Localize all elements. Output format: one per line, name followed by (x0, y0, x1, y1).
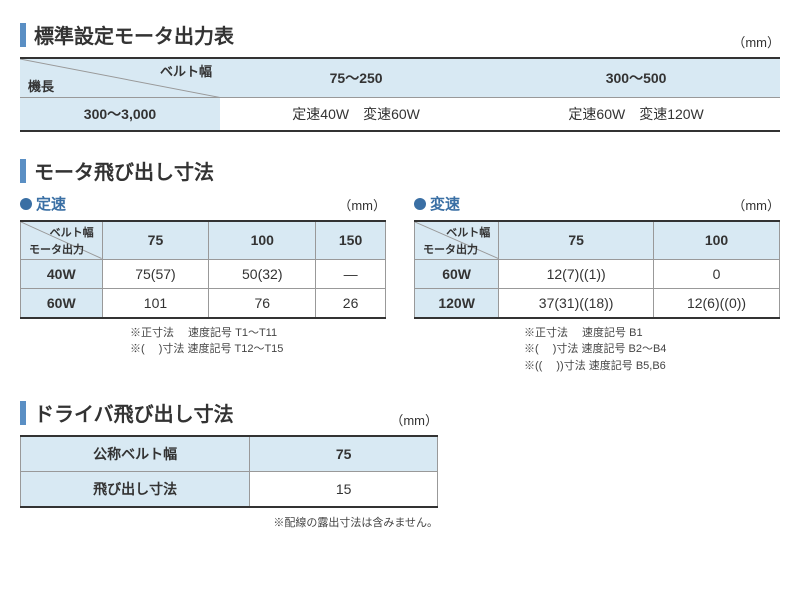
note-line: ※正寸法 速度記号 T1～T11 (130, 325, 386, 342)
driver-protrusion-table: 公称ベルト幅 75 飛び出し寸法 15 (20, 435, 438, 508)
col-header: 75 (102, 221, 209, 259)
cell: 15 (250, 471, 438, 507)
dot-icon (20, 198, 32, 210)
title-bar-icon (20, 23, 26, 47)
subtitle: 変速 (414, 193, 460, 214)
cell: 37(31)((18)) (499, 288, 654, 318)
row-label: 60W (21, 288, 103, 318)
unit-label: （mm） (338, 195, 386, 214)
section-title: 標準設定モータ出力表 (20, 20, 234, 49)
diag-bottom-label: 機長 (28, 76, 54, 95)
row-label: 公称ベルト幅 (21, 436, 250, 472)
section-driver-protrusion: ドライバ飛び出し寸法 （mm） 公称ベルト幅 75 飛び出し寸法 15 ※配線の… (20, 398, 438, 530)
sub-header: 定速 （mm） (20, 193, 386, 218)
motor-output-table: ベルト幅 機長 75～250 300～500 300～3,000 定速40W 変… (20, 57, 780, 133)
diag-bottom-label: モータ出力 (29, 241, 84, 257)
cell: 12(7)((1)) (499, 259, 654, 288)
cell: 定速60W 変速120W (492, 98, 780, 132)
subtitle: 定速 (20, 193, 66, 214)
diag-top-label: ベルト幅 (446, 224, 490, 240)
title-bar-icon (20, 159, 26, 183)
note-line: ※(( ))寸法 速度記号 B5,B6 (524, 358, 780, 375)
cell: 50(32) (209, 259, 316, 288)
row-label: 飛び出し寸法 (21, 471, 250, 507)
section-title: ドライバ飛び出し寸法 (20, 398, 234, 427)
section-motor-output: 標準設定モータ出力表 （mm） ベルト幅 機長 75～250 300～500 3… (20, 20, 780, 132)
cell: 75 (250, 436, 438, 472)
sub-header: 変速 （mm） (414, 193, 780, 218)
col-header: 100 (209, 221, 316, 259)
diagonal-header: ベルト幅 モータ出力 (21, 221, 103, 259)
row-label: 60W (415, 259, 499, 288)
col-header: 300～500 (492, 58, 780, 98)
cell: 12(6)((0)) (654, 288, 780, 318)
fixed-speed-table: ベルト幅 モータ出力 75 100 150 40W 75(57) 50(32) … (20, 220, 386, 319)
note-line: ※( )寸法 速度記号 T12～T15 (130, 341, 386, 358)
diagonal-header: ベルト幅 機長 (20, 58, 220, 98)
row-label: 300～3,000 (20, 98, 220, 132)
notes: ※正寸法 速度記号 B1 ※( )寸法 速度記号 B2～B4 ※(( ))寸法 … (414, 325, 780, 375)
section-title: モータ飛び出し寸法 (20, 156, 780, 185)
col-header: 75～250 (220, 58, 492, 98)
diag-top-label: ベルト幅 (160, 61, 212, 80)
unit-label: （mm） (732, 32, 780, 51)
note: ※配線の露出寸法は含みません。 (20, 514, 438, 530)
diag-bottom-label: モータ出力 (423, 241, 478, 257)
cell: 75(57) (102, 259, 209, 288)
title-bar-icon (20, 401, 26, 425)
cell: 101 (102, 288, 209, 318)
notes: ※正寸法 速度記号 T1～T11 ※( )寸法 速度記号 T12～T15 (20, 325, 386, 358)
section-header: 標準設定モータ出力表 （mm） (20, 20, 780, 51)
note-line: ※( )寸法 速度記号 B2～B4 (524, 341, 780, 358)
note-line: ※正寸法 速度記号 B1 (524, 325, 780, 342)
title-text: ドライバ飛び出し寸法 (34, 398, 234, 427)
diagonal-header: ベルト幅 モータ出力 (415, 221, 499, 259)
cell: — (316, 259, 386, 288)
section-motor-protrusion: モータ飛び出し寸法 定速 （mm） ベルト幅 モータ出力 75 (20, 156, 780, 374)
table-pair: 定速 （mm） ベルト幅 モータ出力 75 100 150 40W (20, 193, 780, 374)
cell: 定速40W 変速60W (220, 98, 492, 132)
unit-label: （mm） (390, 410, 438, 429)
col-header: 150 (316, 221, 386, 259)
title-text: モータ飛び出し寸法 (34, 156, 214, 185)
col-header: 75 (499, 221, 654, 259)
subtitle-text: 定速 (36, 193, 66, 214)
unit-label: （mm） (732, 195, 780, 214)
variable-speed-block: 変速 （mm） ベルト幅 モータ出力 75 100 60W 12(7)((1)) (414, 193, 780, 374)
subtitle-text: 変速 (430, 193, 460, 214)
variable-speed-table: ベルト幅 モータ出力 75 100 60W 12(7)((1)) 0 120W … (414, 220, 780, 319)
section-header: ドライバ飛び出し寸法 （mm） (20, 398, 438, 429)
cell: 26 (316, 288, 386, 318)
col-header: 100 (654, 221, 780, 259)
fixed-speed-block: 定速 （mm） ベルト幅 モータ出力 75 100 150 40W (20, 193, 386, 374)
cell: 0 (654, 259, 780, 288)
row-label: 40W (21, 259, 103, 288)
dot-icon (414, 198, 426, 210)
cell: 76 (209, 288, 316, 318)
title-text: 標準設定モータ出力表 (34, 20, 234, 49)
row-label: 120W (415, 288, 499, 318)
diag-top-label: ベルト幅 (50, 224, 94, 240)
